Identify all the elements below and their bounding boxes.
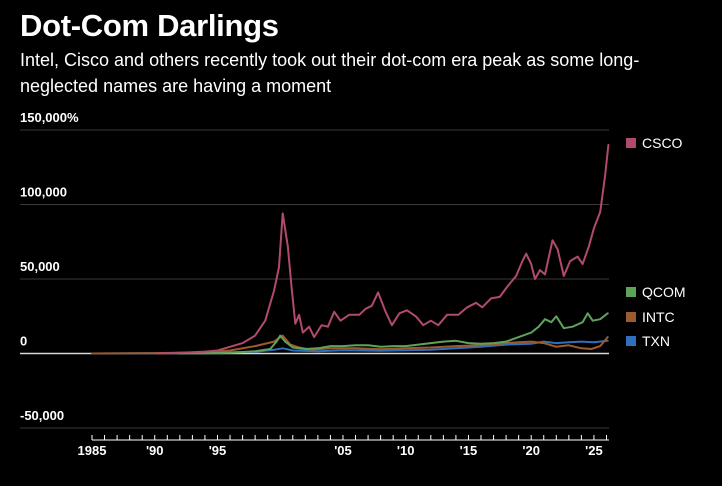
y-tick-label: 100,000	[20, 185, 67, 200]
legend-item-txn: TXN	[626, 333, 670, 349]
x-tick-label: '05	[334, 443, 352, 458]
legend-swatch	[626, 287, 636, 297]
x-tick-label: '90	[146, 443, 164, 458]
grid-lines	[20, 129, 609, 429]
legend-label: INTC	[642, 309, 675, 325]
x-tick-label: '95	[209, 443, 227, 458]
legend-swatch	[626, 312, 636, 322]
series-line-qcom	[177, 312, 609, 355]
series-line-intc	[91, 334, 609, 355]
legend-item-qcom: QCOM	[626, 284, 686, 300]
y-tick-label: 0	[20, 334, 27, 349]
x-tick-label: '10	[397, 443, 415, 458]
legend-label: QCOM	[642, 284, 686, 300]
legend-label: TXN	[642, 333, 670, 349]
legend: CSCO QCOM INTC TXN	[626, 135, 686, 349]
chart-title: Dot-Com Darlings	[20, 8, 279, 43]
y-tick-label: 50,000	[20, 259, 60, 274]
y-tick-label: -50,000	[20, 408, 64, 423]
legend-item-csco: CSCO	[626, 135, 683, 151]
legend-swatch	[626, 336, 636, 346]
series-lines	[91, 143, 610, 355]
x-tick-label: '20	[522, 443, 540, 458]
series-line-txn	[91, 339, 609, 355]
legend-label: CSCO	[642, 135, 683, 151]
legend-item-intc: INTC	[626, 309, 675, 325]
x-tick-label: 1985	[78, 443, 107, 458]
y-tick-label: 150,000%	[20, 110, 79, 125]
legend-swatch	[626, 138, 636, 148]
chart-subtitle: Intel, Cisco and others recently took ou…	[20, 50, 640, 96]
x-tick-label: '15	[460, 443, 478, 458]
x-tick-label: '25	[585, 443, 603, 458]
x-axis: 1985 '90 '95 '05 '10 '15 '20 '25	[78, 435, 609, 458]
series-line-csco	[155, 143, 610, 355]
y-axis-labels: 150,000% 100,000 50,000 0 -50,000	[20, 110, 79, 423]
